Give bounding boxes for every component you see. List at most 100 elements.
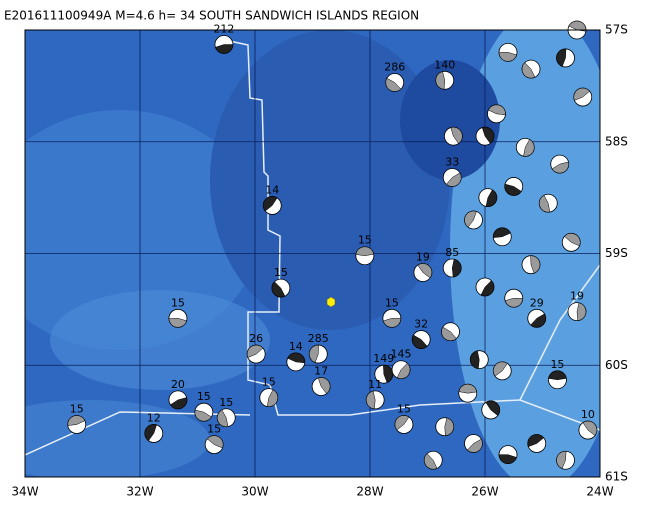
depth-label: 15 [171, 296, 185, 309]
beachball-quadrant [556, 451, 567, 469]
focal-mechanism [561, 232, 581, 252]
beachball-quadrant [464, 210, 477, 228]
focal-mechanism [527, 308, 547, 328]
beachball-quadrant [523, 139, 535, 157]
beachball-quadrant [246, 344, 264, 358]
depth-label: 15 [207, 423, 221, 436]
x-tick-label: 30W [241, 485, 268, 499]
focal-mechanism [442, 258, 462, 278]
focal-mechanism [194, 402, 214, 422]
focal-mechanism [487, 104, 506, 124]
depth-label: 149 [373, 352, 394, 365]
depth-label: 11 [368, 378, 382, 391]
beachball-quadrant [317, 377, 331, 395]
focal-mechanism [521, 59, 541, 79]
events: 212 286 140 14 15 19 85 33 15 15 285 26 14 17 15 20 15 15… [67, 20, 598, 470]
beachball-quadrant [551, 161, 569, 174]
focal-mechanism [515, 137, 535, 157]
focal-mechanism [504, 177, 524, 196]
focal-mechanism [441, 322, 460, 342]
beachball-quadrant [470, 350, 480, 369]
beachball-quadrant [170, 397, 188, 410]
x-tick-label: 28W [356, 485, 383, 499]
beachball-quadrant [467, 438, 483, 453]
beachball-quadrant [215, 44, 234, 54]
beachball-quadrant [504, 183, 522, 196]
depth-label: 15 [397, 402, 411, 415]
beachball-quadrant [355, 246, 374, 256]
depth-label: 19 [416, 250, 430, 263]
focal-mechanism [492, 227, 512, 247]
beachball-quadrant [493, 361, 508, 377]
focal-mechanism [498, 445, 518, 465]
beachball-quadrant [498, 52, 517, 62]
focal-mechanism [458, 383, 478, 403]
beachball-quadrant [498, 454, 517, 464]
depth-label: 15 [262, 376, 276, 389]
depth-label: 15 [550, 358, 564, 371]
title: E201611100949A M=4.6 h= 34 SOUTH SANDWIC… [4, 9, 419, 23]
focal-mechanism [168, 308, 188, 328]
beachball-quadrant [521, 62, 536, 79]
beachball-quadrant [435, 71, 446, 90]
beachball-quadrant [287, 352, 306, 364]
depth-label: 14 [265, 183, 279, 196]
focal-mechanism [469, 350, 489, 370]
depth-label: 15 [197, 390, 211, 403]
depth-label: 15 [358, 234, 372, 247]
focal-mechanism [394, 415, 414, 434]
focal-mechanism [443, 126, 463, 146]
focal-mechanism [423, 450, 443, 470]
focal-mechanism [391, 360, 411, 380]
beachball-quadrant [396, 362, 411, 379]
epicenter [326, 296, 336, 308]
beachball-quadrant [206, 435, 224, 449]
depth-label: 15 [70, 402, 84, 415]
focal-mechanism [521, 255, 541, 275]
depth-label: 212 [213, 23, 234, 36]
beachball-quadrant [530, 255, 541, 274]
focal-mechanism [355, 246, 375, 266]
focal-mechanism [311, 377, 331, 396]
beachball-quadrant [444, 417, 454, 436]
focal-mechanism [246, 344, 266, 364]
beachball-quadrant [266, 389, 279, 407]
beachball-quadrant [539, 194, 551, 213]
depth-label: 20 [171, 378, 185, 391]
beachball-quadrant [493, 227, 511, 238]
beachball-quadrant [485, 400, 500, 416]
depth-label: 10 [581, 408, 595, 421]
depth-label: 140 [434, 58, 455, 71]
beachball-quadrant [411, 334, 428, 349]
depth-label: 85 [445, 246, 459, 259]
x-tick-label: 24W [586, 485, 613, 499]
focal-mechanism [365, 390, 385, 410]
focal-mechanism [556, 48, 575, 68]
focal-mechanism [464, 210, 483, 230]
depth-label: 285 [308, 332, 329, 345]
focal-mechanism [168, 390, 188, 410]
beachball-quadrant [480, 280, 495, 297]
beachball-quadrant [481, 126, 495, 144]
beachball-quadrant [573, 87, 590, 101]
focal-mechanism [214, 35, 234, 54]
beachball-quadrant [445, 172, 462, 187]
beachball-quadrant [217, 409, 229, 428]
beachball-quadrant [576, 302, 587, 321]
beachball-quadrant [417, 263, 433, 279]
focal-mechanism [413, 263, 433, 282]
beachball-quadrant [458, 383, 477, 394]
focal-mechanism [442, 168, 462, 187]
beachball-quadrant [382, 318, 402, 328]
beachball-quadrant [385, 77, 402, 92]
focal-mechanism [478, 188, 498, 208]
depth-label: 17 [314, 364, 328, 377]
depth-label: 15 [385, 296, 399, 309]
y-tick-label: 60S [605, 358, 628, 372]
depth-label: 12 [147, 411, 161, 424]
focal-mechanism [67, 415, 87, 434]
focal-mechanism [492, 361, 512, 381]
beachball-quadrant [504, 297, 524, 308]
focal-mechanism [538, 193, 558, 213]
